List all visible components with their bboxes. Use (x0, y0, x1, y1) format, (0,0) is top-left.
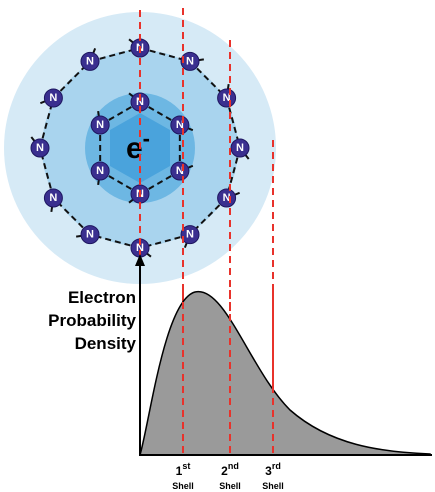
y-axis-label: Electron (68, 288, 136, 307)
atom-label: N (176, 165, 184, 177)
electron-charge: - (143, 126, 150, 151)
bond (139, 101, 181, 126)
y-axis-label: Density (75, 334, 137, 353)
atom-label: N (36, 142, 44, 154)
shell-ordinal: 2nd (221, 461, 239, 478)
atom (180, 225, 200, 245)
ordinal: 3 (265, 464, 272, 478)
atom (217, 88, 237, 108)
ordinal-suffix: st (182, 461, 190, 471)
atom (43, 88, 63, 108)
atom-label: N (176, 119, 184, 131)
bond (139, 170, 181, 195)
ordinal: 2 (221, 464, 228, 478)
atom-label: N (86, 229, 94, 241)
atom-label: N (223, 192, 231, 204)
atom-label: N (96, 165, 104, 177)
shell-ordinal: 1st (176, 461, 191, 478)
ordinal-suffix: nd (228, 461, 239, 471)
atom (90, 115, 110, 135)
atom-label: N (186, 229, 194, 241)
atom (43, 188, 63, 208)
y-axis-label: Probability (48, 311, 136, 330)
atom (80, 51, 100, 71)
atom (170, 115, 190, 135)
atom-label: N (236, 142, 244, 154)
atom (217, 188, 237, 208)
atom-label: N (136, 242, 144, 254)
atom (170, 161, 190, 181)
bond (99, 101, 141, 126)
electron-symbol: e (126, 132, 143, 165)
ordinal: 1 (176, 464, 183, 478)
atom (30, 138, 50, 158)
atom-label: N (49, 92, 57, 104)
bond (99, 170, 141, 195)
atom-label: N (96, 119, 104, 131)
electron: e- (126, 126, 150, 165)
shell-label: Shell (219, 481, 241, 491)
density-curve (139, 291, 431, 456)
atom (180, 51, 200, 71)
atom-label: N (86, 55, 94, 67)
shell-lines-front (182, 290, 274, 455)
shell-ordinal: 3rd (265, 461, 281, 478)
atom (80, 225, 100, 245)
ordinal-suffix: rd (272, 461, 281, 471)
atom-label: N (136, 96, 144, 108)
atom-label: N (186, 55, 194, 67)
shell-label: Shell (262, 481, 284, 491)
shell-labels: 1st Shell 2nd Shell 3rd Shell (172, 461, 284, 491)
atom (90, 161, 110, 181)
atom-label: N (49, 192, 57, 204)
atom-label: N (223, 92, 231, 104)
y-axis-arrow (135, 254, 145, 266)
shell-label: Shell (172, 481, 194, 491)
